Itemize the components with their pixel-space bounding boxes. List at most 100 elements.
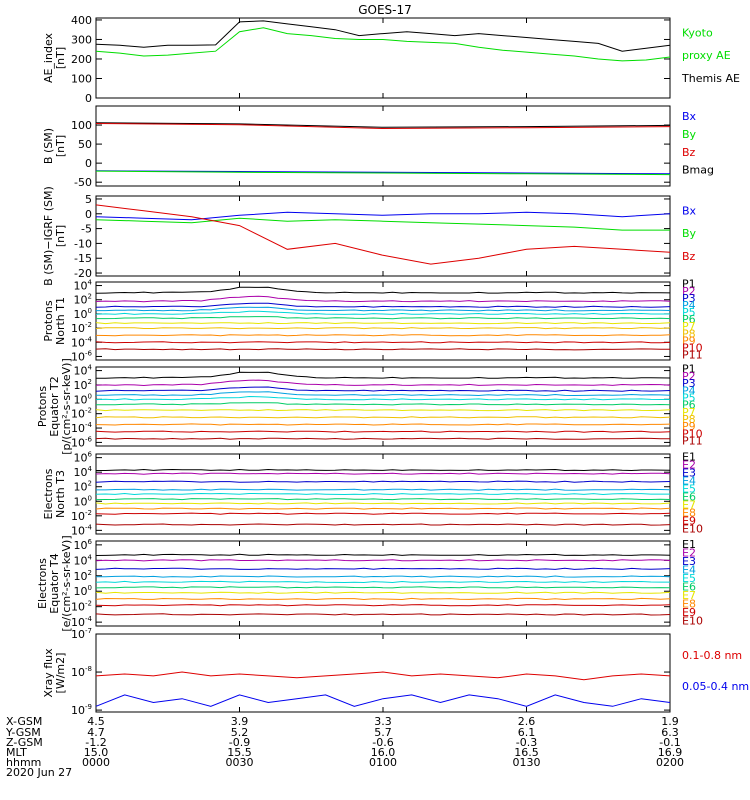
y-tick-exponent: -4 xyxy=(85,523,93,531)
y-tick-exponent: 0 xyxy=(88,584,92,592)
series-group xyxy=(95,204,671,265)
series-line xyxy=(95,597,671,601)
legend-entry: E10 xyxy=(682,522,703,535)
y-tick-exponent: -8 xyxy=(85,665,92,673)
x-tick-label: 2.6 xyxy=(518,715,536,728)
legend-entry: Bx xyxy=(682,204,697,217)
x-tick-label: 16.5 xyxy=(514,746,539,759)
y-tick-label: 10-2 xyxy=(71,321,92,335)
legend-entry: Themis AE xyxy=(681,72,740,85)
series-line xyxy=(95,334,671,337)
x-tick-label: 4.5 xyxy=(87,715,105,728)
x-tick-label: 0130 xyxy=(513,756,541,769)
x-row-label: MLT xyxy=(6,746,27,759)
legend-entry: P7 xyxy=(682,320,696,333)
series-group xyxy=(95,286,671,351)
x-tick-label: -0.9 xyxy=(229,736,250,749)
x-tick-label: -0.1 xyxy=(659,736,680,749)
series-line xyxy=(95,416,671,419)
legend-entry: P6 xyxy=(682,313,696,326)
x-tick-label: 3.3 xyxy=(374,715,392,728)
series-line xyxy=(95,386,671,392)
x-tick-label: 3.9 xyxy=(231,715,249,728)
y-axis-label: B (SM) xyxy=(42,128,55,164)
series-line xyxy=(95,507,671,510)
legend-entry: P4 xyxy=(682,299,696,312)
series-line xyxy=(95,310,670,315)
y-axis-label: Protons xyxy=(42,300,55,341)
y-tick-label: 0 xyxy=(85,157,92,170)
y-axis-label: Xray flux xyxy=(42,648,55,698)
x-tick-label: 6.3 xyxy=(661,726,679,739)
y-tick-label: 10-7 xyxy=(71,627,92,641)
x-tick-label: -0.6 xyxy=(372,736,393,749)
x-row-label: X-GSM xyxy=(6,715,42,728)
series-line xyxy=(95,27,671,62)
legend-entry: Bz xyxy=(682,250,696,263)
legend-entry: E1 xyxy=(682,450,696,463)
legend-entry: E7 xyxy=(682,589,696,602)
legend-entry: P1 xyxy=(682,363,696,376)
series-line xyxy=(95,395,671,401)
series-line xyxy=(95,580,670,584)
y-axis-label: Electrons xyxy=(36,558,49,609)
y-tick-label: 300 xyxy=(71,33,92,46)
y-tick-label: 102 xyxy=(74,480,92,494)
y-tick-exponent: 6 xyxy=(88,538,93,546)
series-line xyxy=(96,316,671,320)
series-line xyxy=(95,480,671,483)
legend-entry: P11 xyxy=(682,349,703,362)
series-group xyxy=(95,468,671,526)
legend-entry: E6 xyxy=(682,580,696,593)
panel-3: -20 -15 -10-5 0 5 B (SM)−IGRF (SM) [nT] Bx By Bz xyxy=(42,186,697,286)
legend-entry: 0.05-0.4 nm xyxy=(682,680,749,693)
y-tick-label: 100 xyxy=(74,392,92,406)
x-tick-label: 0030 xyxy=(226,756,254,769)
y-axis-label: Electrons xyxy=(42,468,55,519)
y-tick-exponent: 2 xyxy=(88,378,92,386)
x-row-label: Y-GSM xyxy=(5,726,41,739)
y-tick-exponent: 4 xyxy=(88,553,93,561)
x-row-label: Z-GSM xyxy=(6,736,43,749)
legend-entry: E7 xyxy=(682,498,696,511)
series-line xyxy=(95,170,671,176)
series-line xyxy=(95,295,671,303)
y-axis-label: [W/m2] xyxy=(54,653,67,694)
y-axis-label: Protons xyxy=(36,386,49,427)
series-line xyxy=(95,20,671,52)
y-tick-exponent: 2 xyxy=(88,569,92,577)
series-line xyxy=(95,327,671,330)
series-line xyxy=(95,472,671,475)
y-tick-label: -10 xyxy=(74,237,92,250)
legend-entry: E4 xyxy=(682,563,696,576)
series-group xyxy=(95,671,671,707)
y-tick-label: 10-2 xyxy=(71,509,92,523)
legend-entry: P8 xyxy=(682,327,696,340)
x-tick-label: 5.2 xyxy=(231,726,249,739)
panel-2: -50 0 50 100 B (SM) [nT] Bx By Bz Bmag xyxy=(42,105,714,189)
series-group xyxy=(95,371,671,440)
y-tick-exponent: -7 xyxy=(85,627,92,635)
series-line xyxy=(95,409,671,412)
series-line xyxy=(95,423,671,426)
y-tick-label: 50 xyxy=(78,138,92,151)
series-line xyxy=(95,694,671,707)
series-line xyxy=(95,204,671,265)
y-axis-label: Equator T2 xyxy=(48,376,61,436)
panel-frame xyxy=(95,17,671,99)
y-axis-label: [nT] xyxy=(54,135,67,157)
series-line xyxy=(96,488,671,491)
legend-entry: E6 xyxy=(682,490,696,503)
panel-frame xyxy=(95,540,671,627)
series-line xyxy=(95,122,671,128)
y-tick-label: 200 xyxy=(71,53,92,66)
legend-entry: E8 xyxy=(682,506,696,519)
date-label: 2020 Jun 27 xyxy=(6,766,72,779)
series-line xyxy=(95,379,671,387)
y-tick-label: -20 xyxy=(74,267,92,280)
y-tick-label: 104 xyxy=(74,465,93,479)
